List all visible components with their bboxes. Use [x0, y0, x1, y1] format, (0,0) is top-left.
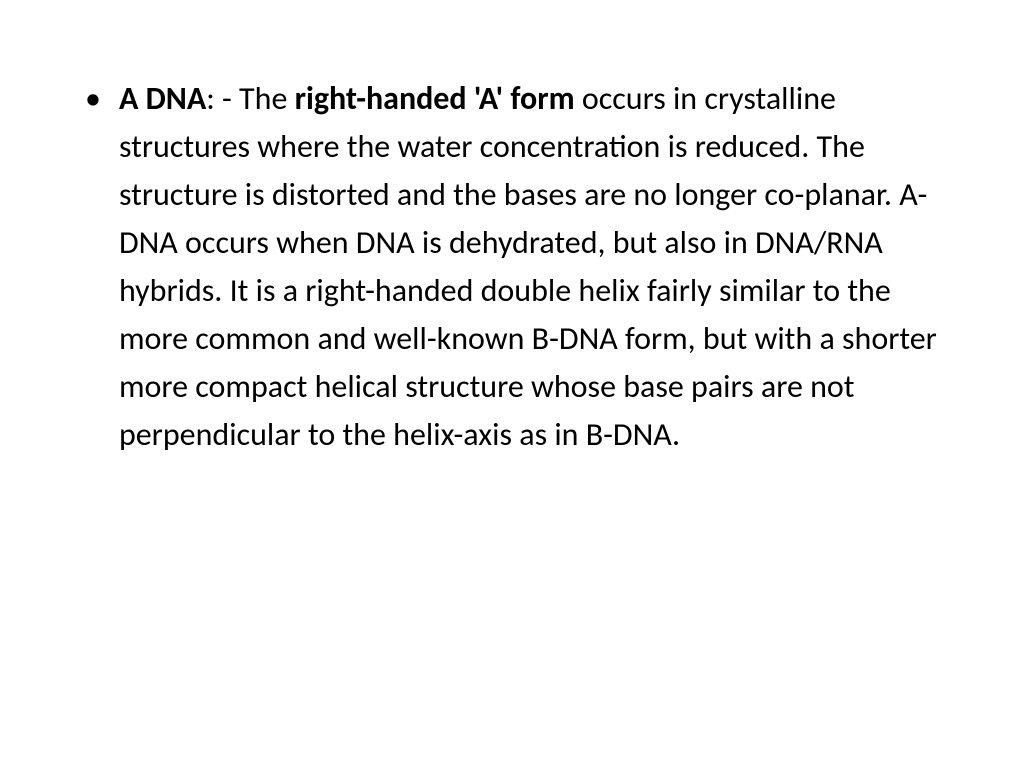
bullet-list-item: • A DNA: - The right-handed 'A' form occ… [60, 75, 964, 459]
slide-text-content: A DNA: - The right-handed 'A' form occur… [119, 75, 964, 459]
text-normal-1: : - The [206, 79, 294, 118]
bullet-marker: • [85, 75, 101, 123]
text-bold-1: A DNA [119, 79, 206, 118]
text-bold-2: right-handed 'A' form [295, 79, 575, 118]
text-normal-2: occurs in crystalline structures where t… [119, 79, 937, 454]
